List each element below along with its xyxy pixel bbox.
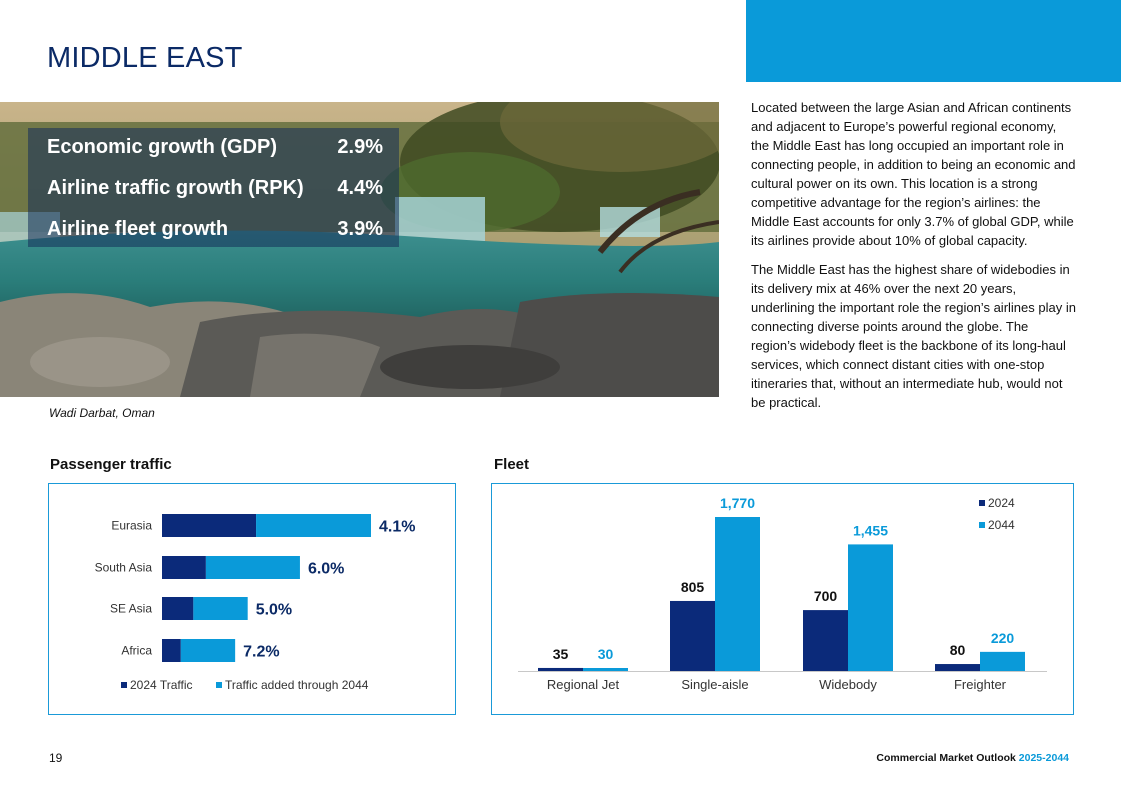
legend-swatch-2044 bbox=[979, 522, 985, 528]
category-label: South Asia bbox=[95, 561, 153, 575]
fleet-chart-panel: 35 30 Regional Jet 805 1,770 Single-aisle 700 1… bbox=[491, 483, 1074, 715]
legend-swatch-added bbox=[216, 682, 222, 688]
fleet-title: Fleet bbox=[494, 456, 530, 473]
value-label: 30 bbox=[598, 646, 614, 662]
category-label: Widebody bbox=[819, 677, 877, 692]
stat-fleet: Airline fleet growth 3.9% bbox=[47, 218, 383, 248]
passenger-traffic-chart-panel: Eurasia 4.1% South Asia 6.0% SE Asia 5.0% Afri… bbox=[48, 483, 456, 715]
bar-2024-traffic bbox=[162, 639, 181, 662]
category-label: Regional Jet bbox=[547, 677, 620, 692]
bar-2024-traffic bbox=[162, 514, 257, 537]
growth-stats-box: Economic growth (GDP) 2.9% Airline traff… bbox=[28, 128, 399, 247]
hero-photo: Economic growth (GDP) 2.9% Airline traff… bbox=[0, 102, 719, 397]
category-label: Africa bbox=[121, 644, 152, 658]
passenger-traffic-chart: Eurasia 4.1% South Asia 6.0% SE Asia 5.0% Afri… bbox=[95, 514, 415, 692]
bar-2024 bbox=[803, 610, 848, 671]
value-label: 1,770 bbox=[720, 495, 755, 511]
category-label: Freighter bbox=[954, 677, 1007, 692]
bar-traffic-added bbox=[256, 514, 371, 537]
value-label: 700 bbox=[814, 588, 838, 604]
stat-label: Airline fleet growth bbox=[47, 218, 229, 240]
bar-traffic-added bbox=[205, 556, 300, 579]
bar-2024-traffic bbox=[162, 597, 194, 620]
publication-name: Commercial Market Outlook bbox=[876, 752, 1016, 764]
publication-footer: Commercial Market Outlook 2025-2044 bbox=[876, 752, 1069, 764]
stat-value: 3.9% bbox=[337, 218, 383, 240]
bar-2024 bbox=[538, 667, 583, 671]
value-label: 805 bbox=[681, 579, 705, 595]
bar-2044 bbox=[848, 544, 893, 671]
photo-caption: Wadi Darbat, Oman bbox=[49, 406, 155, 420]
publication-years: 2025-2044 bbox=[1018, 752, 1069, 764]
stat-rpk: Airline traffic growth (RPK) 4.4% bbox=[47, 177, 383, 207]
legend-label-2044: 2044 bbox=[988, 518, 1015, 532]
passenger-traffic-title: Passenger traffic bbox=[50, 456, 172, 473]
legend-label-added: Traffic added through 2044 bbox=[225, 678, 369, 692]
category-label: SE Asia bbox=[110, 602, 152, 616]
page-title: MIDDLE EAST bbox=[47, 42, 243, 74]
stat-label: Economic growth (GDP) bbox=[47, 136, 277, 158]
bar-2044 bbox=[583, 668, 628, 671]
stat-label: Airline traffic growth (RPK) bbox=[47, 177, 304, 199]
bar-2044 bbox=[980, 651, 1025, 671]
bar-traffic-added bbox=[193, 597, 248, 620]
paragraph: Located between the large Asian and Afri… bbox=[751, 100, 1076, 248]
bar-traffic-added bbox=[180, 639, 236, 662]
value-label: 80 bbox=[950, 642, 966, 658]
category-label: Single-aisle bbox=[681, 677, 748, 692]
body-text: Located between the large Asian and Afri… bbox=[751, 98, 1076, 422]
value-label: 35 bbox=[553, 646, 569, 662]
paragraph: The Middle East has the highest share of… bbox=[751, 262, 1076, 410]
fleet-chart: 35 30 Regional Jet 805 1,770 Single-aisle 700 1… bbox=[518, 495, 1047, 692]
bar-2024 bbox=[670, 600, 715, 671]
stat-value: 4.4% bbox=[337, 177, 383, 199]
legend-label-2024: 2024 Traffic bbox=[130, 678, 192, 692]
growth-rate-label: 6.0% bbox=[308, 561, 344, 578]
bar-2044 bbox=[715, 517, 760, 671]
growth-rate-label: 7.2% bbox=[243, 644, 279, 661]
bar-2024 bbox=[935, 664, 980, 671]
page-number: 19 bbox=[49, 751, 63, 765]
legend-label-2024: 2024 bbox=[988, 496, 1015, 510]
category-label: Eurasia bbox=[111, 519, 152, 533]
stat-gdp: Economic growth (GDP) 2.9% bbox=[47, 136, 383, 166]
stat-value: 2.9% bbox=[337, 136, 383, 158]
bar-2024-traffic bbox=[162, 556, 206, 579]
legend-swatch-2024 bbox=[979, 500, 985, 506]
legend-swatch-2024 bbox=[121, 682, 127, 688]
value-label: 1,455 bbox=[853, 522, 888, 538]
value-label: 220 bbox=[991, 630, 1015, 646]
growth-rate-label: 4.1% bbox=[379, 519, 415, 536]
header-accent-block bbox=[746, 0, 1121, 82]
growth-rate-label: 5.0% bbox=[256, 602, 292, 619]
